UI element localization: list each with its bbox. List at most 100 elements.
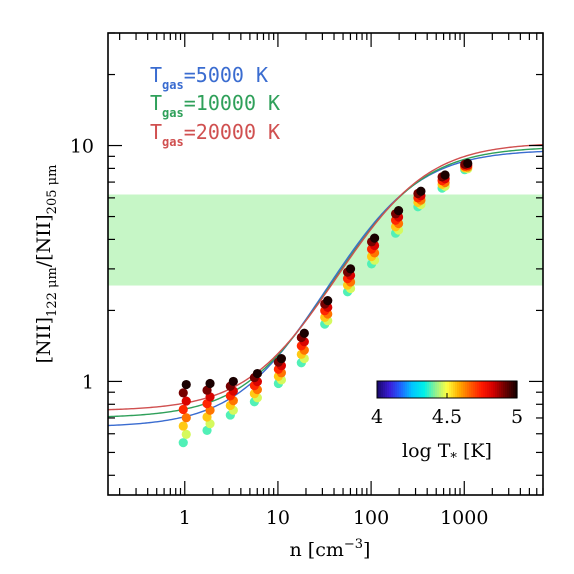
colorbar-segment <box>379 381 382 398</box>
colorbar-segment <box>405 381 408 398</box>
colorbar-segment <box>401 381 404 398</box>
colorbar-segment <box>483 381 486 398</box>
data-point <box>416 186 426 196</box>
colorbar-segment <box>439 381 442 398</box>
colorbar-segment <box>487 381 490 398</box>
colorbar-segment <box>499 381 502 398</box>
colorbar-segment <box>507 381 510 398</box>
data-point <box>205 378 215 389</box>
colorbar-segment <box>475 381 478 398</box>
point-layer <box>178 158 473 448</box>
data-point <box>178 388 188 398</box>
colorbar-segment <box>417 381 420 398</box>
colorbar-segment <box>395 381 398 398</box>
data-point <box>181 429 191 439</box>
colorbar-segment <box>423 381 426 398</box>
data-point <box>181 413 191 423</box>
data-point <box>276 353 286 364</box>
colorbar-segment <box>393 381 396 398</box>
colorbar-segment <box>453 381 456 398</box>
y-axis-label: [NII]122 μm/[NII]205 μm <box>33 165 60 364</box>
plot-frame <box>107 32 544 496</box>
data-point <box>393 205 404 216</box>
x-axis-label: n [cm−3] <box>290 537 371 561</box>
colorbar-segment <box>431 381 434 398</box>
x-tick-label: 1 <box>179 507 191 529</box>
colorbar-segment <box>469 381 472 398</box>
colorbar-segment <box>463 381 466 398</box>
colorbar-segment <box>383 381 386 398</box>
colorbar-segment <box>489 381 492 398</box>
colorbar-segment <box>449 381 452 398</box>
y-tick-label: 1 <box>82 371 94 393</box>
data-point <box>323 296 333 306</box>
data-point <box>178 421 188 431</box>
legend-entry-1: Tgas=10000 K <box>150 91 280 120</box>
colorbar-label: log T* [K] <box>402 440 492 466</box>
colorbar-segment <box>467 381 470 398</box>
data-point <box>440 170 450 180</box>
data-point <box>178 404 188 415</box>
colorbar-segment <box>477 381 480 398</box>
x-tick-label: 1000 <box>440 507 488 529</box>
colorbar-segment <box>513 381 516 398</box>
colorbar: 4 4.5 5 log T* [K] <box>371 380 523 466</box>
observed-ratio-band <box>108 194 543 286</box>
colorbar-segment <box>411 381 414 398</box>
colorbar-segment <box>493 381 496 398</box>
colorbar-segment <box>419 381 422 398</box>
colorbar-segment <box>447 381 450 398</box>
x-tick-label: 100 <box>353 507 389 529</box>
colorbar-segment <box>409 381 412 398</box>
colorbar-segment <box>425 381 428 398</box>
colorbar-segment <box>515 381 518 398</box>
colorbar-segment <box>495 381 498 398</box>
colorbar-segment <box>481 381 484 398</box>
colorbar-segment <box>435 381 438 398</box>
legend-entry-2: Tgas=20000 K <box>150 120 280 149</box>
colorbar-segment <box>491 381 494 398</box>
colorbar-segment <box>391 381 394 398</box>
colorbar-tick-label: 4 <box>371 406 383 428</box>
colorbar-tick-label: 4.5 <box>432 406 462 428</box>
colorbar-segment <box>451 381 454 398</box>
colorbar-segment <box>397 381 400 398</box>
colorbar-segment <box>445 381 448 398</box>
colorbar-segment <box>465 381 468 398</box>
legend-entry-0: Tgas=5000 K <box>150 63 268 92</box>
data-point <box>178 438 188 448</box>
colorbar-segment <box>429 381 432 398</box>
x-tick-label: 10 <box>266 507 290 529</box>
colorbar-segment <box>471 381 474 398</box>
colorbar-segment <box>457 381 460 398</box>
colorbar-segment <box>501 381 504 398</box>
colorbar-segment <box>389 381 392 398</box>
data-point <box>369 233 380 243</box>
data-point <box>463 158 473 169</box>
colorbar-segment <box>473 381 476 398</box>
colorbar-segment <box>421 381 424 398</box>
colorbar-segment <box>413 381 416 398</box>
data-point <box>228 376 238 387</box>
data-point <box>181 379 191 390</box>
data-point <box>252 368 262 379</box>
colorbar-segment <box>433 381 436 398</box>
colorbar-segment <box>505 381 508 398</box>
colorbar-segment <box>441 381 444 398</box>
colorbar-segment <box>461 381 464 398</box>
colorbar-segment <box>437 381 440 398</box>
colorbar-segment <box>407 381 410 398</box>
colorbar-segment <box>377 381 380 398</box>
y-tick-label: 10 <box>70 136 94 158</box>
colorbar-segment <box>511 381 514 398</box>
colorbar-segment <box>387 381 390 398</box>
colorbar-segment <box>509 381 512 398</box>
colorbar-segment <box>415 381 418 398</box>
series-line-2 <box>108 143 543 411</box>
colorbar-segment <box>399 381 402 398</box>
colorbar-tick-label: 5 <box>511 406 523 428</box>
colorbar-segment <box>459 381 462 398</box>
